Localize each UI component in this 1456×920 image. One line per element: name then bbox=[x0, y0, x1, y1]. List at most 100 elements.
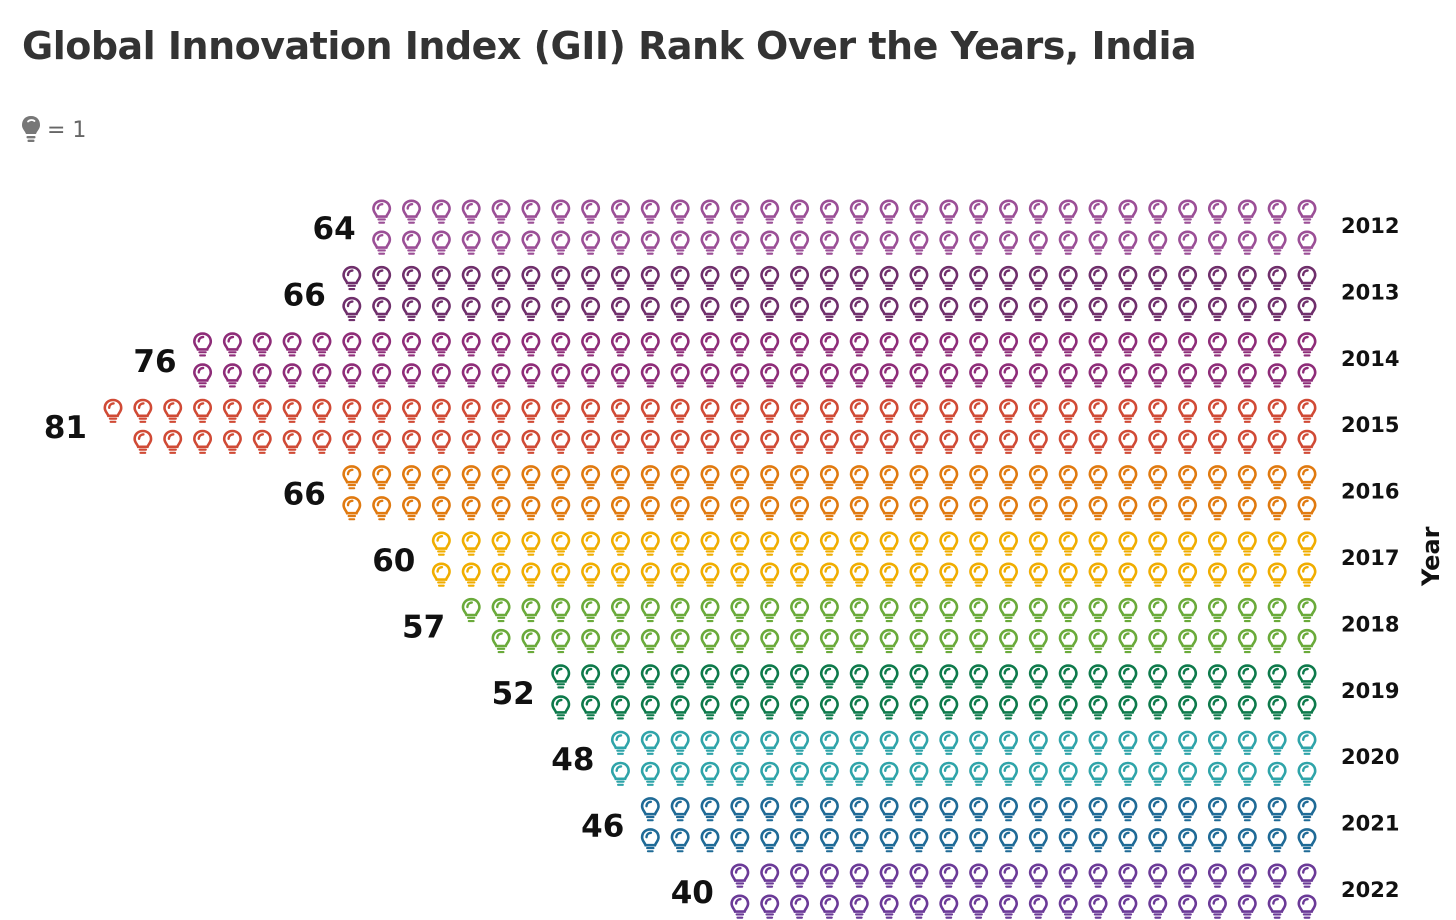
lightbulb-icon-2019-1 bbox=[551, 664, 571, 689]
lightbulb-icon-2021-14 bbox=[1028, 797, 1048, 822]
lightbulb-icon-2014-33 bbox=[1148, 332, 1168, 357]
year-label-2020: 2020 bbox=[1341, 745, 1399, 769]
value-label-2014: 76 bbox=[133, 344, 176, 380]
year-row-2021: 46 2021 bbox=[581, 797, 1399, 853]
lightbulb-icon-2016-19 bbox=[879, 465, 899, 490]
lightbulb-icon-2019-20 bbox=[1118, 664, 1138, 689]
lightbulb-icon-2015-54 bbox=[491, 429, 511, 454]
lightbulb-icon-2013-6 bbox=[491, 265, 511, 291]
lightbulb-icon-2015-33 bbox=[1058, 398, 1078, 423]
lightbulb-icon-2021-21 bbox=[1237, 797, 1257, 822]
lightbulb-icon-2017-59 bbox=[1267, 562, 1287, 587]
lightbulb-icon-2016-4 bbox=[431, 465, 451, 490]
lightbulb-icon-2016-12 bbox=[670, 465, 690, 490]
lightbulb-icon-2019-9 bbox=[790, 664, 810, 689]
lightbulb-icon-2012-14 bbox=[760, 199, 780, 224]
lightbulb-icon-2021-40 bbox=[1118, 828, 1138, 853]
lightbulb-icon-2021-15 bbox=[1058, 797, 1078, 822]
lightbulb-icon-2012-17 bbox=[849, 199, 869, 224]
lightbulb-icon-2018-19 bbox=[998, 597, 1019, 623]
lightbulb-icon-2021-19 bbox=[1178, 797, 1198, 822]
lightbulb-icon-2018-50 bbox=[1088, 628, 1108, 654]
lightbulb-icon-2016-13 bbox=[700, 465, 720, 490]
lightbulb-icon-2012-9 bbox=[610, 199, 630, 224]
lightbulb-icon-2017-21 bbox=[1028, 531, 1048, 556]
lightbulb-icon-2018-4 bbox=[551, 597, 571, 623]
lightbulb-icon-2017-15 bbox=[849, 531, 869, 556]
lightbulb-icon-2012-42 bbox=[640, 230, 660, 255]
lightbulb-icon-2012-31 bbox=[1267, 199, 1287, 224]
lightbulb-icon-2017-30 bbox=[1297, 531, 1317, 556]
lightbulb-icon-2015-1 bbox=[103, 398, 123, 423]
lightbulb-icon-2018-42 bbox=[849, 628, 869, 654]
lightbulb-icon-2020-23 bbox=[1267, 730, 1287, 755]
lightbulb-icon-2014-71 bbox=[1148, 363, 1168, 388]
lightbulb-icon-2020-35 bbox=[909, 761, 929, 786]
lightbulb-icon-2013-41 bbox=[551, 296, 571, 322]
lightbulb-icon-2015-42 bbox=[133, 429, 153, 454]
lightbulb-icon-2013-56 bbox=[998, 296, 1019, 322]
lightbulb-icon-2015-65 bbox=[819, 429, 839, 454]
lightbulb-icon-2019-15 bbox=[969, 664, 989, 689]
lightbulb-icon-2015-6 bbox=[252, 398, 272, 423]
lightbulb-icon-2017-13 bbox=[790, 531, 810, 556]
lightbulb-icon-2016-14 bbox=[730, 465, 750, 490]
lightbulb-icon-2017-12 bbox=[760, 531, 780, 556]
lightbulb-icon-2012-27 bbox=[1148, 199, 1168, 224]
lightbulb-icon-2012-3 bbox=[431, 199, 451, 224]
lightbulb-icon-2014-30 bbox=[1058, 332, 1078, 357]
value-label-2015: 81 bbox=[44, 410, 87, 446]
year-label-2015: 2015 bbox=[1341, 413, 1399, 437]
lightbulb-icon-2016-60 bbox=[1118, 496, 1138, 521]
lightbulb-icon-2019-14 bbox=[939, 664, 959, 689]
lightbulb-icon-2018-52 bbox=[1148, 628, 1168, 654]
year-row-2019: 52 2019 bbox=[492, 664, 1399, 720]
lightbulb-icon-2013-57 bbox=[1028, 296, 1048, 322]
lightbulb-icon-2013-31 bbox=[1237, 265, 1257, 291]
lightbulb-icon-2014-20 bbox=[760, 332, 780, 357]
lightbulb-icon-2012-56 bbox=[1058, 230, 1078, 255]
lightbulb-icon-2018-29 bbox=[1297, 597, 1317, 623]
lightbulb-icon-2014-38 bbox=[1297, 332, 1317, 357]
value-label-2013: 66 bbox=[283, 277, 326, 313]
year-row-2013: 66 2013 bbox=[283, 265, 1399, 322]
lightbulb-icon-2018-55 bbox=[1237, 628, 1257, 654]
lightbulb-icon-2012-8 bbox=[581, 199, 601, 224]
lightbulb-icon-2018-57 bbox=[1297, 628, 1317, 654]
lightbulb-icon-2015-36 bbox=[1148, 398, 1168, 423]
lightbulb-icon-2012-29 bbox=[1207, 199, 1227, 224]
lightbulb-icon-2016-6 bbox=[491, 465, 511, 490]
lightbulb-icon-2021-30 bbox=[819, 828, 839, 853]
lightbulb-icon-2021-12 bbox=[969, 797, 989, 822]
lightbulb-icon-2019-33 bbox=[730, 695, 750, 720]
lightbulb-icon-2018-5 bbox=[581, 597, 601, 623]
year-row-2022: 40 2022 bbox=[671, 863, 1399, 919]
lightbulb-icon-2013-7 bbox=[521, 265, 541, 291]
lightbulb-icon-2020-15 bbox=[1028, 730, 1048, 755]
lightbulb-icon-2017-22 bbox=[1058, 531, 1078, 556]
lightbulb-icon-2015-44 bbox=[193, 429, 213, 454]
lightbulb-icon-2012-59 bbox=[1148, 230, 1168, 255]
lightbulb-icon-2020-40 bbox=[1058, 761, 1078, 786]
lightbulb-icon-2018-40 bbox=[790, 628, 810, 654]
lightbulb-icon-2015-7 bbox=[282, 398, 302, 423]
lightbulb-icon-2020-13 bbox=[969, 730, 989, 755]
lightbulb-icon-2014-74 bbox=[1237, 363, 1257, 388]
lightbulb-icon-2018-56 bbox=[1267, 628, 1287, 654]
lightbulb-icon-2015-5 bbox=[222, 398, 242, 423]
lightbulb-icon-2015-9 bbox=[342, 398, 362, 423]
lightbulb-icon-2015-73 bbox=[1058, 429, 1078, 454]
lightbulb-icon-2014-63 bbox=[909, 363, 929, 388]
year-label-2014: 2014 bbox=[1341, 347, 1399, 371]
lightbulb-icon-2015-80 bbox=[1267, 429, 1287, 454]
lightbulb-icon-2022-14 bbox=[1118, 863, 1138, 888]
lightbulb-icon-2013-58 bbox=[1058, 296, 1078, 322]
lightbulb-icon-2013-24 bbox=[1028, 265, 1048, 291]
lightbulb-icon-2015-23 bbox=[760, 398, 780, 423]
lightbulb-icon-2019-38 bbox=[879, 695, 899, 720]
lightbulb-icon-2013-47 bbox=[730, 296, 750, 322]
lightbulb-icon-2019-17 bbox=[1028, 664, 1048, 689]
lightbulb-icon-2021-10 bbox=[909, 797, 929, 822]
lightbulb-icon-2018-43 bbox=[879, 628, 899, 654]
lightbulb-icon-2013-3 bbox=[401, 265, 422, 291]
